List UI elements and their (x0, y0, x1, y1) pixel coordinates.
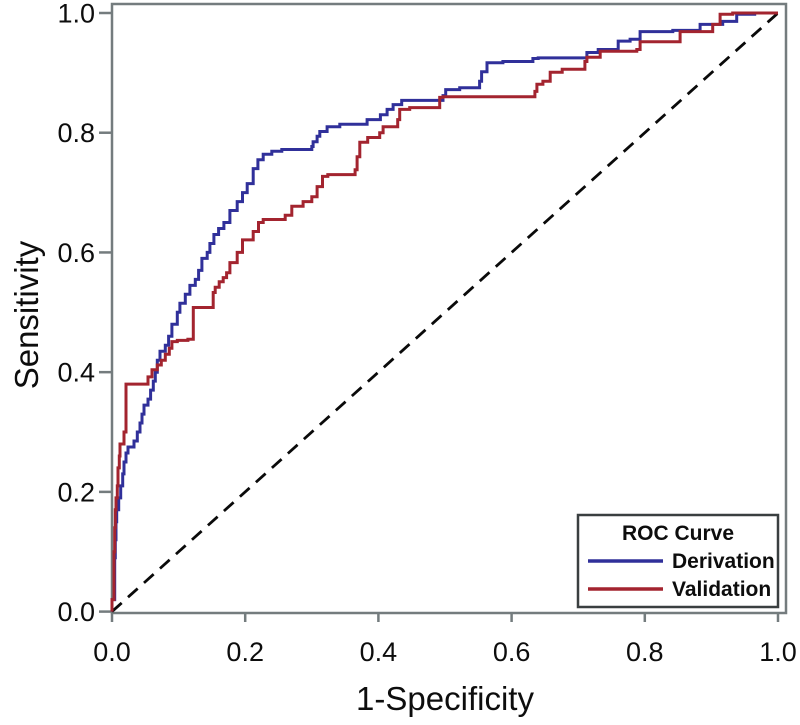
plot-frame (110, 2, 788, 615)
derivation-curve (110, 11, 778, 612)
y-tick-label: 1.0 (57, 0, 95, 29)
y-tick-label: 0.4 (57, 358, 95, 388)
x-tick-label: 0.4 (360, 637, 398, 667)
curves-layer (110, 11, 779, 613)
y-tick-label: 0.0 (57, 597, 95, 627)
x-axis-title: 1-Specificity (356, 680, 534, 717)
legend-item-validation: Validation (588, 578, 771, 601)
y-axis-title: Sensitivity (8, 240, 45, 389)
validation-curve (110, 11, 778, 612)
x-tick-label: 0.2 (226, 637, 264, 667)
x-tick-label: 0.0 (93, 637, 131, 667)
y-tick-label: 0.6 (57, 238, 95, 268)
legend-title: ROC Curve (622, 522, 734, 545)
x-tick-label: 0.6 (493, 637, 531, 667)
x-tick-label: 1.0 (759, 637, 797, 667)
legend-item-derivation: Derivation (588, 550, 775, 573)
y-tick-label: 0.8 (57, 118, 95, 148)
legend-label-derivation: Derivation (672, 550, 775, 573)
x-tick-label: 0.8 (626, 637, 664, 667)
y-tick-label: 0.2 (57, 477, 95, 507)
axis-ticks-layer: 0.0 0.2 0.4 0.6 0.8 1.0 0.0 0.2 0.4 0.6 0.8 1.0 (57, 0, 796, 667)
legend-box: ROC Curve Derivation Validation (576, 513, 780, 609)
legend-label-validation: Validation (672, 578, 771, 601)
